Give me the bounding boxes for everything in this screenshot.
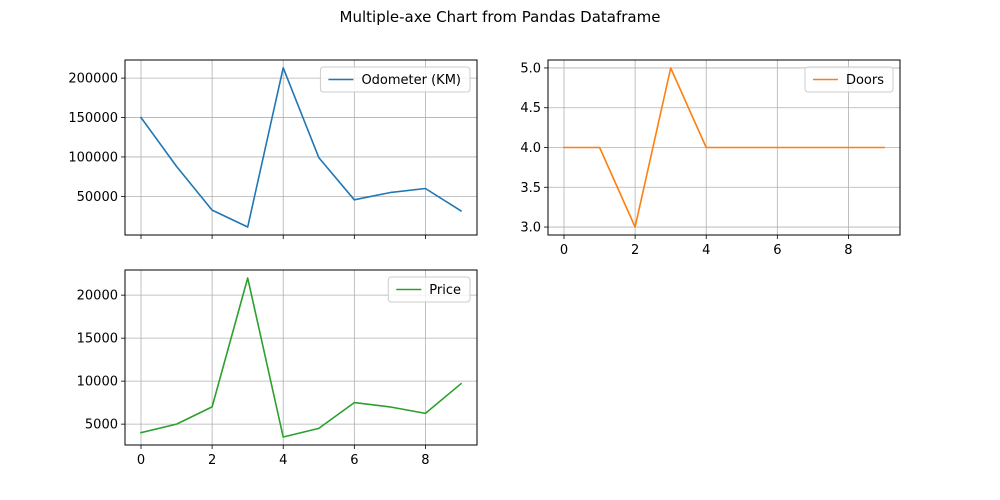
figure-title: Multiple-axe Chart from Pandas Dataframe xyxy=(340,8,661,26)
doors-legend-label: Doors xyxy=(846,73,884,88)
doors-ytick-label: 5.0 xyxy=(520,61,541,76)
doors-xtick-label: 0 xyxy=(560,243,568,258)
odometer-axes: 50000 100000 150000 200000 Odometer (KM) xyxy=(68,59,478,239)
price-axes-frame xyxy=(124,269,478,446)
doors-legend-box xyxy=(804,66,894,93)
price-xtick-label: 8 xyxy=(421,453,429,468)
doors-xtick-label: 6 xyxy=(773,243,781,258)
odometer-axes-frame xyxy=(124,59,478,236)
doors-axes-frame xyxy=(547,59,901,236)
price-ytick-label: 20000 xyxy=(77,289,118,304)
odometer-ytick-label: 200000 xyxy=(68,72,118,87)
price-xtick-label: 0 xyxy=(137,453,145,468)
price-legend: Price xyxy=(387,276,471,303)
doors-legend: Doors xyxy=(804,66,894,93)
doors-xtick-label: 2 xyxy=(631,243,639,258)
price-legend-label: Price xyxy=(429,283,461,298)
price-xtick-label: 6 xyxy=(350,453,358,468)
odometer-legend-box xyxy=(319,66,471,93)
doors-axes: 0 2 4 6 8 3.0 3.5 4.0 4.5 5.0 Doors xyxy=(520,59,901,258)
doors-ytick-label: 3.0 xyxy=(520,221,541,236)
odometer-legend: Odometer (KM) xyxy=(319,66,471,93)
price-legend-box xyxy=(387,276,471,303)
odometer-ytick-label: 100000 xyxy=(68,150,118,165)
doors-xtick-label: 8 xyxy=(844,243,852,258)
odometer-legend-label: Odometer (KM) xyxy=(361,73,461,88)
doors-series-line xyxy=(563,67,885,228)
doors-ytick-label: 4.0 xyxy=(520,141,541,156)
odometer-ytick-label: 50000 xyxy=(77,190,118,205)
price-xtick-label: 2 xyxy=(208,453,216,468)
price-ytick-label: 10000 xyxy=(77,375,118,390)
doors-xtick-label: 4 xyxy=(702,243,710,258)
odometer-ytick-label: 150000 xyxy=(68,111,118,126)
price-xtick-label: 4 xyxy=(279,453,287,468)
doors-ytick-label: 4.5 xyxy=(520,101,541,116)
price-ytick-label: 5000 xyxy=(85,418,118,433)
doors-ytick-label: 3.5 xyxy=(520,181,541,196)
price-ytick-label: 15000 xyxy=(77,332,118,347)
price-series-line xyxy=(140,277,463,438)
odometer-series-line xyxy=(139,67,463,228)
price-axes: 0 2 4 6 8 5000 10000 15000 20000 Price xyxy=(77,269,478,468)
